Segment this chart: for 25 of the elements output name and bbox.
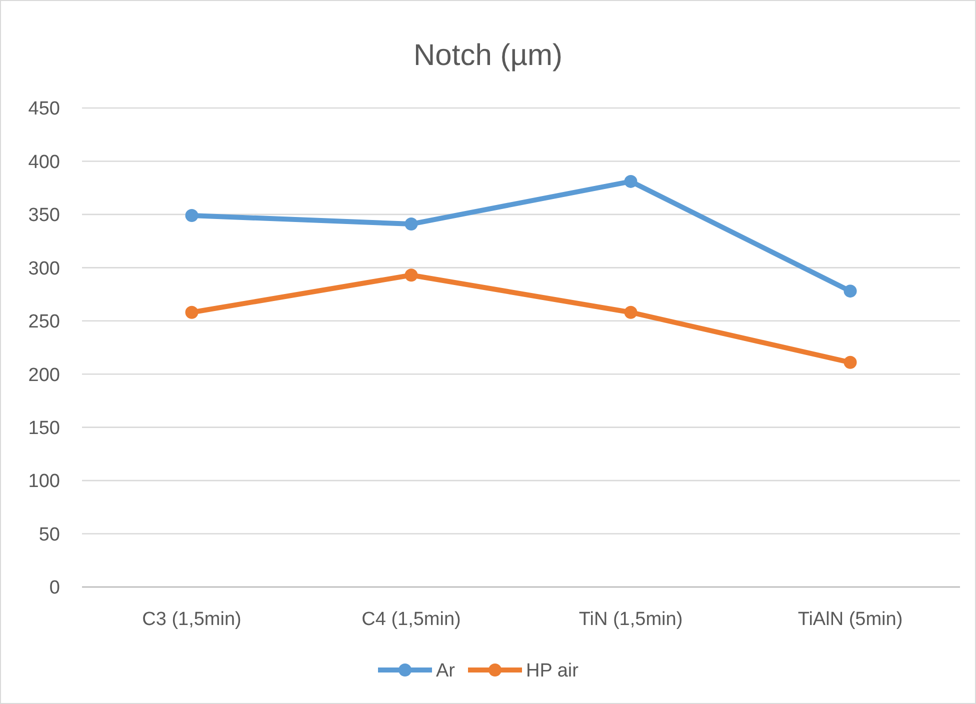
point: [404, 268, 418, 282]
point: [404, 218, 418, 231]
point: [185, 306, 198, 319]
y-tick-label: 100: [28, 471, 60, 492]
point: [185, 209, 198, 222]
y-tick-label: 200: [28, 364, 60, 386]
y-tick-label: 0: [49, 578, 60, 599]
y-tick-label: 50: [38, 524, 60, 546]
y-tick-label: 300: [28, 258, 60, 280]
x-tick-label: TiAlN (5min): [798, 609, 903, 630]
legend-label: HP air: [526, 660, 580, 682]
chart-title: Notch (µm): [414, 39, 562, 72]
x-tick-label: TiN (1,5min): [578, 609, 683, 630]
legend-label: Ar: [436, 660, 456, 682]
y-tick-label: 250: [28, 312, 60, 333]
y-tick-label: 350: [28, 205, 60, 226]
point: [624, 174, 638, 188]
y-tick-label: 400: [28, 152, 60, 173]
y-tick-label: 150: [28, 418, 60, 439]
x-tick-label: C3 (1,5min): [142, 609, 242, 630]
y-tick-label: 450: [28, 98, 60, 120]
point: [624, 306, 638, 319]
point: [844, 284, 857, 298]
point: [844, 356, 857, 369]
x-tick-label: C4 (1,5min): [362, 609, 461, 630]
